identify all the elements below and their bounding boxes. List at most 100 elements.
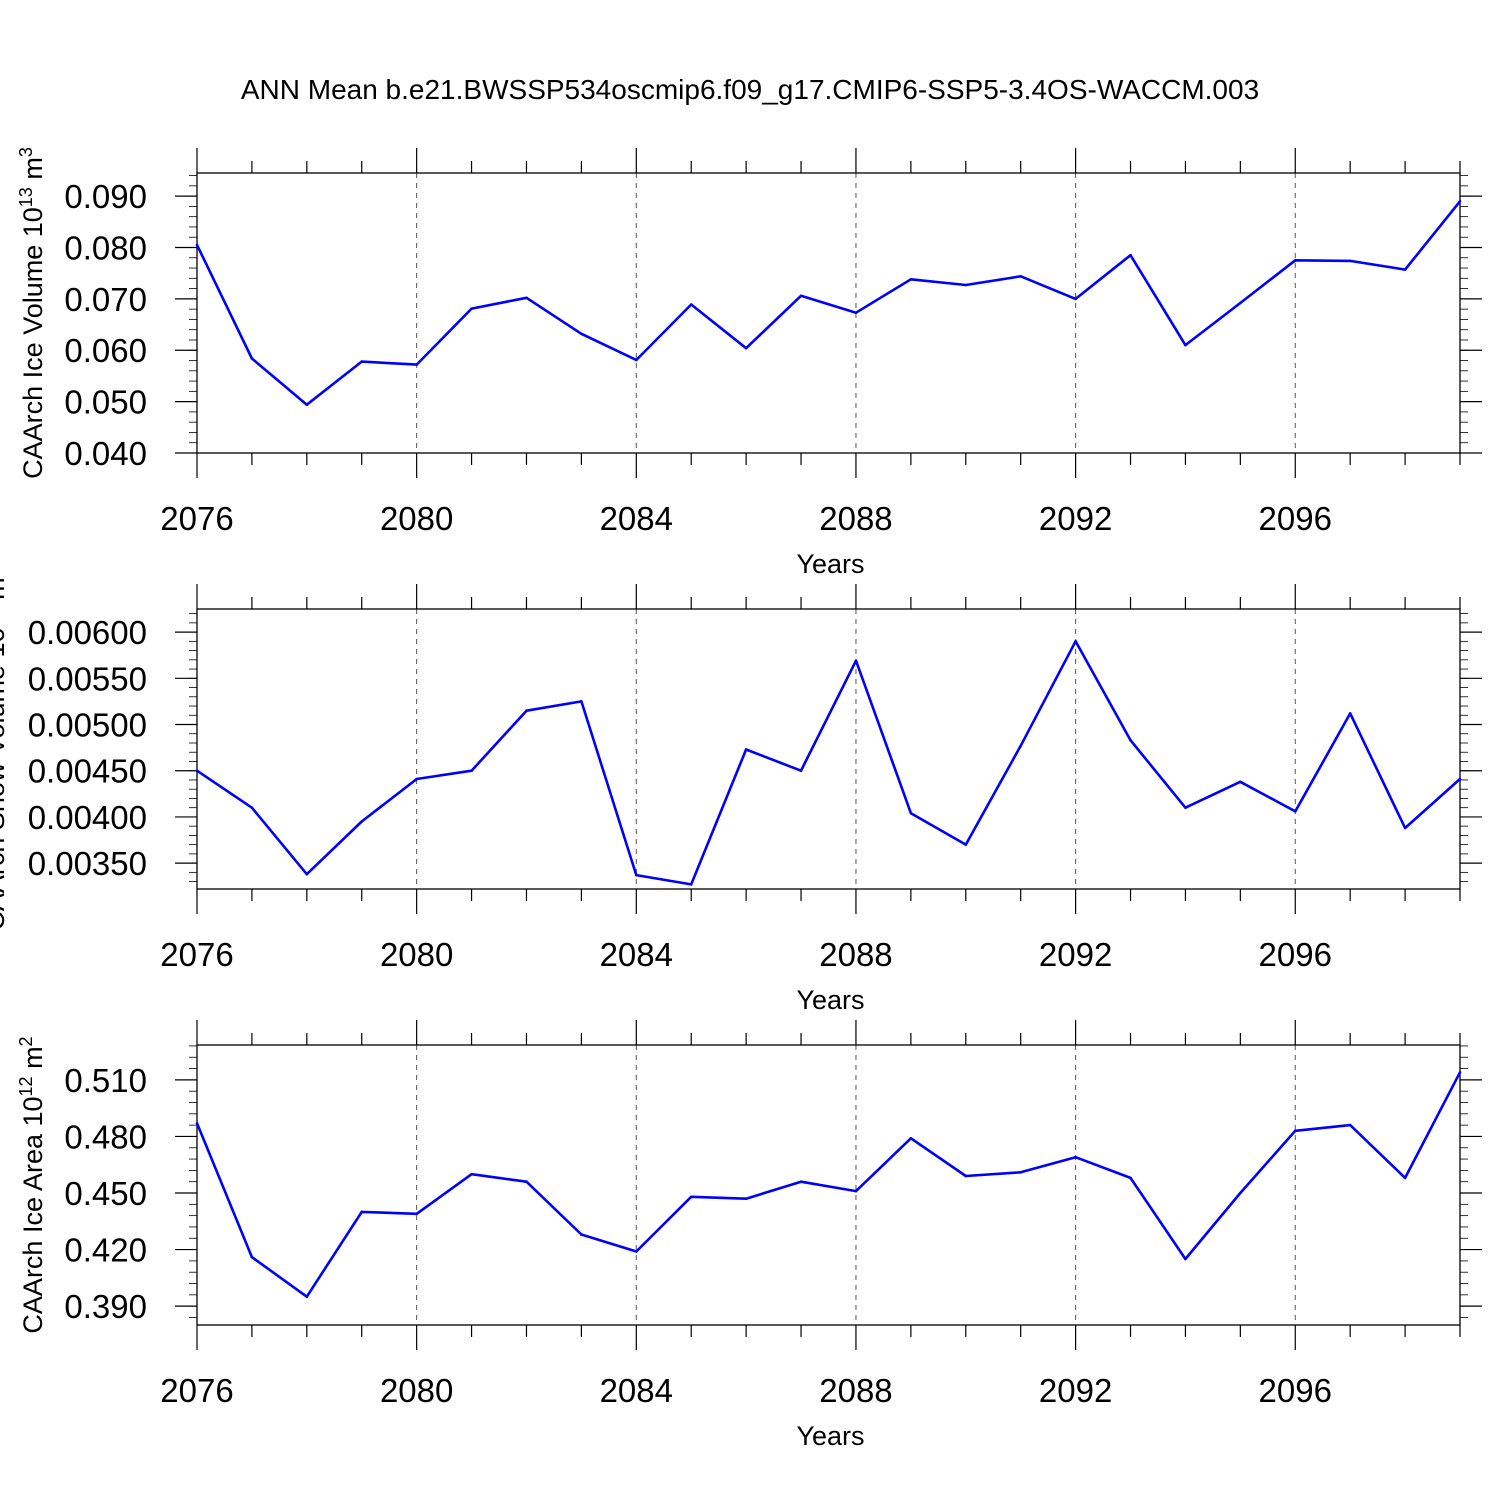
y-tick-label: 0.420 (64, 1232, 147, 1269)
y-tick-label: 0.510 (64, 1062, 147, 1099)
data-point (799, 769, 803, 773)
data-point (525, 296, 528, 300)
data-point (250, 1255, 254, 1259)
data-point (1184, 343, 1187, 347)
data-point (635, 873, 638, 877)
data-point (964, 843, 968, 846)
series-line (195, 1071, 1462, 1298)
data-point (854, 659, 858, 663)
data-point (635, 1250, 638, 1253)
y-tick-label: 0.390 (64, 1288, 147, 1325)
data-point (1293, 810, 1297, 813)
data-point (470, 307, 473, 310)
data-point (195, 769, 199, 773)
data-point (360, 820, 364, 823)
x-tick-label: 2088 (819, 936, 892, 973)
data-point (1458, 1071, 1462, 1074)
x-tick-label: 2076 (160, 500, 233, 537)
y-axis-title: CAArch Ice Area 1012 m2 (16, 1036, 48, 1333)
data-point (1129, 738, 1132, 742)
data-point (854, 1189, 858, 1193)
data-point (1403, 1176, 1407, 1180)
data-point (1184, 806, 1187, 809)
panels: 2076 2080 2084 2088 2092 2096 0.040 0.050 0.060 0… (0, 147, 1482, 1451)
x-tick-label: 2092 (1039, 1372, 1112, 1409)
x-axis-title: Years (796, 1421, 864, 1451)
y-tick-label: 0.00500 (28, 707, 147, 744)
data-point (854, 311, 858, 315)
y-tick-label: 0.090 (64, 178, 147, 215)
data-point (909, 1137, 913, 1140)
data-point (580, 332, 583, 336)
data-point (909, 278, 913, 281)
data-point (744, 1197, 748, 1200)
data-point (1239, 301, 1242, 305)
x-tick-label: 2096 (1259, 936, 1332, 973)
data-point (1458, 199, 1462, 203)
data-point (250, 806, 254, 809)
data-point (1293, 259, 1297, 262)
x-tick-label: 2088 (819, 500, 892, 537)
data-point (1074, 1155, 1077, 1159)
plot-frame (196, 172, 1461, 454)
data-point (744, 748, 748, 751)
x-tick-label: 2096 (1259, 1372, 1332, 1409)
x-axis-title: Years (796, 549, 864, 579)
data-point (580, 1233, 583, 1236)
data-point (305, 872, 309, 876)
data-point (964, 283, 968, 287)
y-tick-label: 0.00450 (28, 753, 147, 790)
data-point (470, 769, 473, 773)
plot-frame (196, 1044, 1461, 1326)
data-point (1293, 1129, 1297, 1133)
x-tick-label: 2084 (600, 936, 673, 973)
data-point (744, 346, 748, 350)
y-tick-label: 0.060 (64, 332, 147, 369)
x-tick-label: 2076 (160, 1372, 233, 1409)
data-point (525, 709, 528, 712)
data-point (525, 1180, 528, 1184)
y-tick-label: 0.070 (64, 281, 147, 318)
series-line (195, 200, 1462, 407)
data-point (195, 1121, 199, 1125)
y-tick-label: 0.00400 (28, 799, 147, 836)
y-axis-title: CAArch Ice Volume 1013 m3 (16, 147, 48, 479)
chart-title: ANN Mean b.e21.BWSSP534oscmip6.f09_g17.C… (241, 74, 1259, 105)
data-point (1074, 297, 1077, 301)
data-point (1184, 1257, 1187, 1261)
x-tick-label: 2080 (380, 500, 453, 537)
data-point (1019, 1170, 1022, 1174)
data-point (799, 294, 803, 298)
data-point (250, 357, 254, 360)
y-tick-label: 0.080 (64, 229, 147, 266)
data-point (415, 1212, 418, 1216)
data-point (1348, 259, 1352, 263)
panel-3: 2076 2080 2084 2088 2092 2096 0.390 0.420 0.450 0… (16, 1020, 1482, 1451)
data-point (1348, 1123, 1352, 1127)
series-line (196, 639, 1461, 886)
data-point (635, 358, 638, 362)
data-point (305, 1295, 309, 1299)
data-point (964, 1174, 968, 1178)
data-point (415, 363, 418, 366)
data-point (1403, 268, 1407, 271)
y-tick-label: 0.00350 (28, 845, 147, 882)
data-point (909, 811, 913, 815)
y-tick-label: 0.450 (64, 1175, 147, 1212)
data-point (1129, 1176, 1132, 1180)
data-point (1239, 1191, 1242, 1195)
data-point (1019, 274, 1022, 278)
data-point (689, 883, 693, 886)
x-tick-label: 2080 (380, 1372, 453, 1409)
plot-frame (196, 608, 1461, 890)
data-point (1129, 253, 1132, 257)
data-point (1074, 640, 1077, 643)
data-point (1348, 712, 1352, 715)
x-tick-label: 2080 (380, 936, 453, 973)
x-tick-label: 2096 (1259, 500, 1332, 537)
data-point (305, 403, 309, 407)
data-point (360, 360, 364, 363)
x-tick-label: 2092 (1039, 936, 1112, 973)
x-tick-label: 2088 (819, 1372, 892, 1409)
